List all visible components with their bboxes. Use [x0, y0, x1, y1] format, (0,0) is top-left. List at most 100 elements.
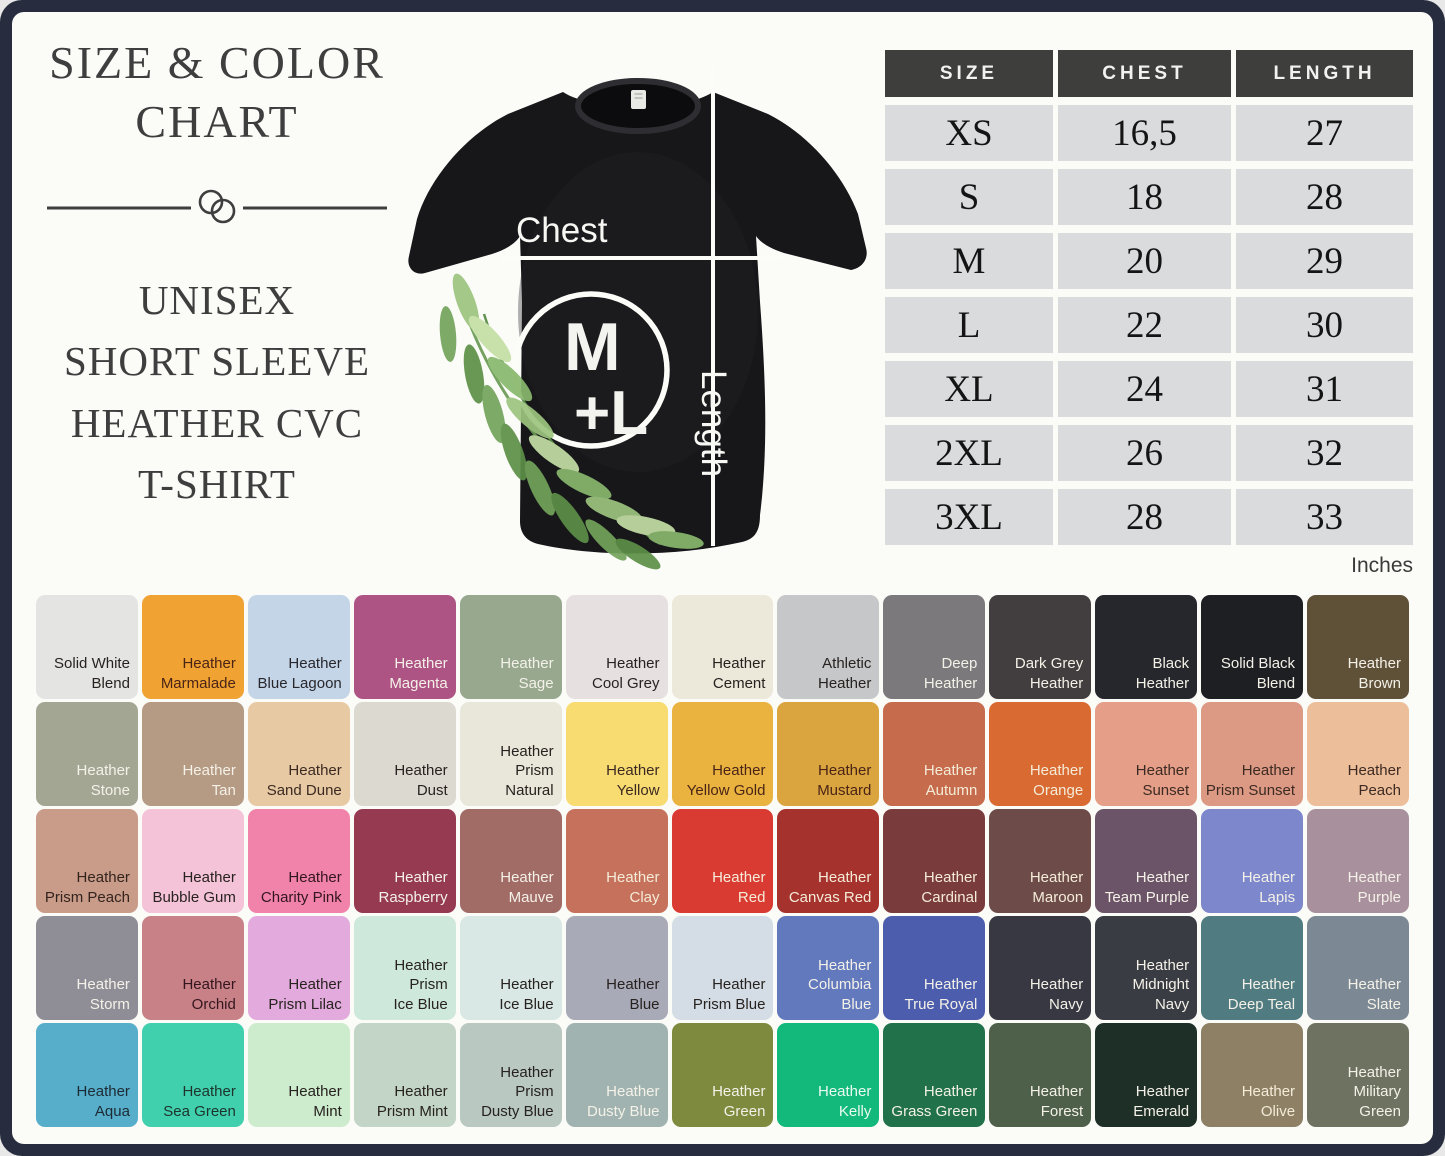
logo-plus-l: +L	[574, 379, 648, 448]
color-swatch: Heather Stone	[36, 702, 138, 806]
color-swatch-label: Heather Midnight Navy	[1132, 956, 1190, 1013]
size-table-cell: 3XL	[885, 489, 1053, 545]
color-swatch: Heather Marmalade	[141, 595, 244, 699]
color-swatch-label: Heather Marmalade	[160, 655, 236, 692]
color-swatch: Solid White Blend	[36, 595, 138, 699]
size-table-cell: 28	[1236, 169, 1413, 225]
color-swatch: Heather Cement	[671, 595, 774, 699]
color-swatch: Heather Navy	[989, 916, 1092, 1020]
color-swatch: Heather Ice Blue	[459, 916, 562, 1020]
color-swatch-label: Heather Columbia Blue	[808, 956, 872, 1013]
color-swatch: Heather Prism Mint	[353, 1023, 456, 1127]
size-table-cell: 2XL	[885, 425, 1053, 481]
color-swatch: Heather Prism Lilac	[247, 916, 350, 1020]
size-table-header-length: LENGTH	[1236, 50, 1413, 97]
collar-tag	[631, 90, 646, 109]
size-table-cell: XL	[885, 361, 1053, 417]
color-swatch: Heather Kelly	[777, 1023, 880, 1127]
color-swatch-label: Heather Prism Lilac	[268, 976, 342, 1013]
color-swatch-label: Heather Raspberry	[378, 869, 448, 906]
color-swatch: Heather Grass Green	[883, 1023, 986, 1127]
color-swatch-label: Heather Green	[712, 1083, 766, 1120]
color-swatch: Heather Purple	[1307, 809, 1409, 913]
logo-m: M	[564, 309, 621, 385]
color-swatch-label: Heather Prism Sunset	[1205, 762, 1296, 799]
color-swatch: Heather Autumn	[883, 702, 986, 806]
size-table-cell: 18	[1058, 169, 1231, 225]
subtitle-line: HEATHER CVC	[70, 399, 364, 446]
size-table-cell: XS	[885, 105, 1053, 161]
tshirt-illustration: Chest Length M +L	[408, 65, 867, 570]
product-subtitle: UNISEX SHORT SLEEVE HEATHER CVC T-SHIRT	[26, 270, 408, 516]
color-swatch: Heather Emerald	[1095, 1023, 1198, 1127]
color-grid: Solid White Blend Heather Marmalade Heat…	[36, 595, 1409, 1127]
size-table-header-chest: CHEST	[1058, 50, 1231, 97]
color-swatch-label: Heather Navy	[1029, 976, 1084, 1013]
color-swatch-label: Heather Prism Ice Blue	[393, 956, 448, 1013]
color-swatch: Heather Prism Blue	[671, 916, 774, 1020]
color-swatch-label: Heather Bubble Gum	[152, 869, 236, 906]
color-swatch-label: Heather Aqua	[76, 1083, 130, 1120]
size-table-cell: 28	[1058, 489, 1231, 545]
color-swatch-label: Heather Mauve	[500, 869, 554, 906]
unit-label: Inches	[1351, 554, 1413, 577]
color-swatch: Heather Tan	[141, 702, 244, 806]
color-swatch: Heather Dusty Blue	[565, 1023, 668, 1127]
size-table-cell: 29	[1236, 233, 1413, 289]
color-swatch: Heather Sand Dune	[247, 702, 350, 806]
color-swatch: Heather Red	[671, 809, 774, 913]
color-swatch-label: Heather Sage	[500, 655, 554, 692]
size-table-cell: 20	[1058, 233, 1231, 289]
color-swatch: Heather Charity Pink	[247, 809, 350, 913]
color-swatch: Heather Cool Grey	[565, 595, 668, 699]
color-swatch-label: Heather Autumn	[923, 762, 978, 799]
color-swatch: Heather Mustard	[777, 702, 880, 806]
color-swatch: Heather Orange	[989, 702, 1092, 806]
color-swatch-label: Heather Lapis	[1241, 869, 1296, 906]
color-swatch-label: Deep Heather	[923, 655, 978, 692]
color-swatch: Heather Prism Natural	[459, 702, 562, 806]
color-swatch: Heather Slate	[1307, 916, 1409, 1020]
color-swatch: Heather Blue	[565, 916, 668, 1020]
size-table-cell: 32	[1236, 425, 1413, 481]
color-swatch: Heather Canvas Red	[777, 809, 880, 913]
color-swatch-label: Heather Clay	[606, 869, 660, 906]
color-swatch-label: Heather Brown	[1347, 655, 1401, 692]
size-table-cell: M	[885, 233, 1053, 289]
color-swatch-label: Heather Prism Blue	[692, 976, 766, 1013]
size-table-cell: 22	[1058, 297, 1231, 353]
color-swatch-label: Athletic Heather	[818, 655, 872, 692]
color-swatch-label: Heather Purple	[1347, 869, 1401, 906]
color-swatch: Heather Prism Dusty Blue	[459, 1023, 562, 1127]
color-swatch: Heather Military Green	[1307, 1023, 1409, 1127]
color-swatch: Heather True Royal	[883, 916, 986, 1020]
color-swatch-label: Dark Grey Heather	[1014, 655, 1084, 692]
color-swatch: Black Heather	[1095, 595, 1198, 699]
color-swatch: Heather Mint	[247, 1023, 350, 1127]
color-swatch: Heather Yellow Gold	[671, 702, 774, 806]
color-swatch-label: Heather Canvas Red	[788, 869, 872, 906]
color-swatch: Dark Grey Heather	[989, 595, 1092, 699]
chest-label: Chest	[516, 211, 608, 250]
color-swatch-label: Heather Yellow	[606, 762, 660, 799]
color-swatch: Heather Green	[671, 1023, 774, 1127]
color-swatch: Heather Sea Green	[141, 1023, 244, 1127]
color-swatch: Heather Deep Teal	[1201, 916, 1304, 1020]
logo-circle	[512, 291, 670, 449]
color-swatch-label: Heather Prism Natural	[500, 742, 554, 799]
size-table-cell: 31	[1236, 361, 1413, 417]
greenery-branch	[439, 273, 704, 570]
color-swatch-label: Heather Ice Blue	[499, 976, 554, 1013]
color-swatch-label: Heather Military Green	[1347, 1063, 1401, 1120]
color-swatch: Heather Team Purple	[1095, 809, 1198, 913]
color-swatch-label: Heather Storm	[76, 976, 130, 1013]
color-swatch-label: Heather True Royal	[904, 976, 978, 1013]
color-swatch-label: Heather Maroon	[1029, 869, 1084, 906]
size-table-cell: 33	[1236, 489, 1413, 545]
size-table-cell: 30	[1236, 297, 1413, 353]
color-swatch: Heather Clay	[565, 809, 668, 913]
length-label: Length	[694, 370, 733, 477]
color-swatch-label: Heather Orange	[1029, 762, 1084, 799]
color-swatch-label: Heather Blue	[606, 976, 660, 1013]
color-swatch-label: Heather Emerald	[1133, 1083, 1190, 1120]
